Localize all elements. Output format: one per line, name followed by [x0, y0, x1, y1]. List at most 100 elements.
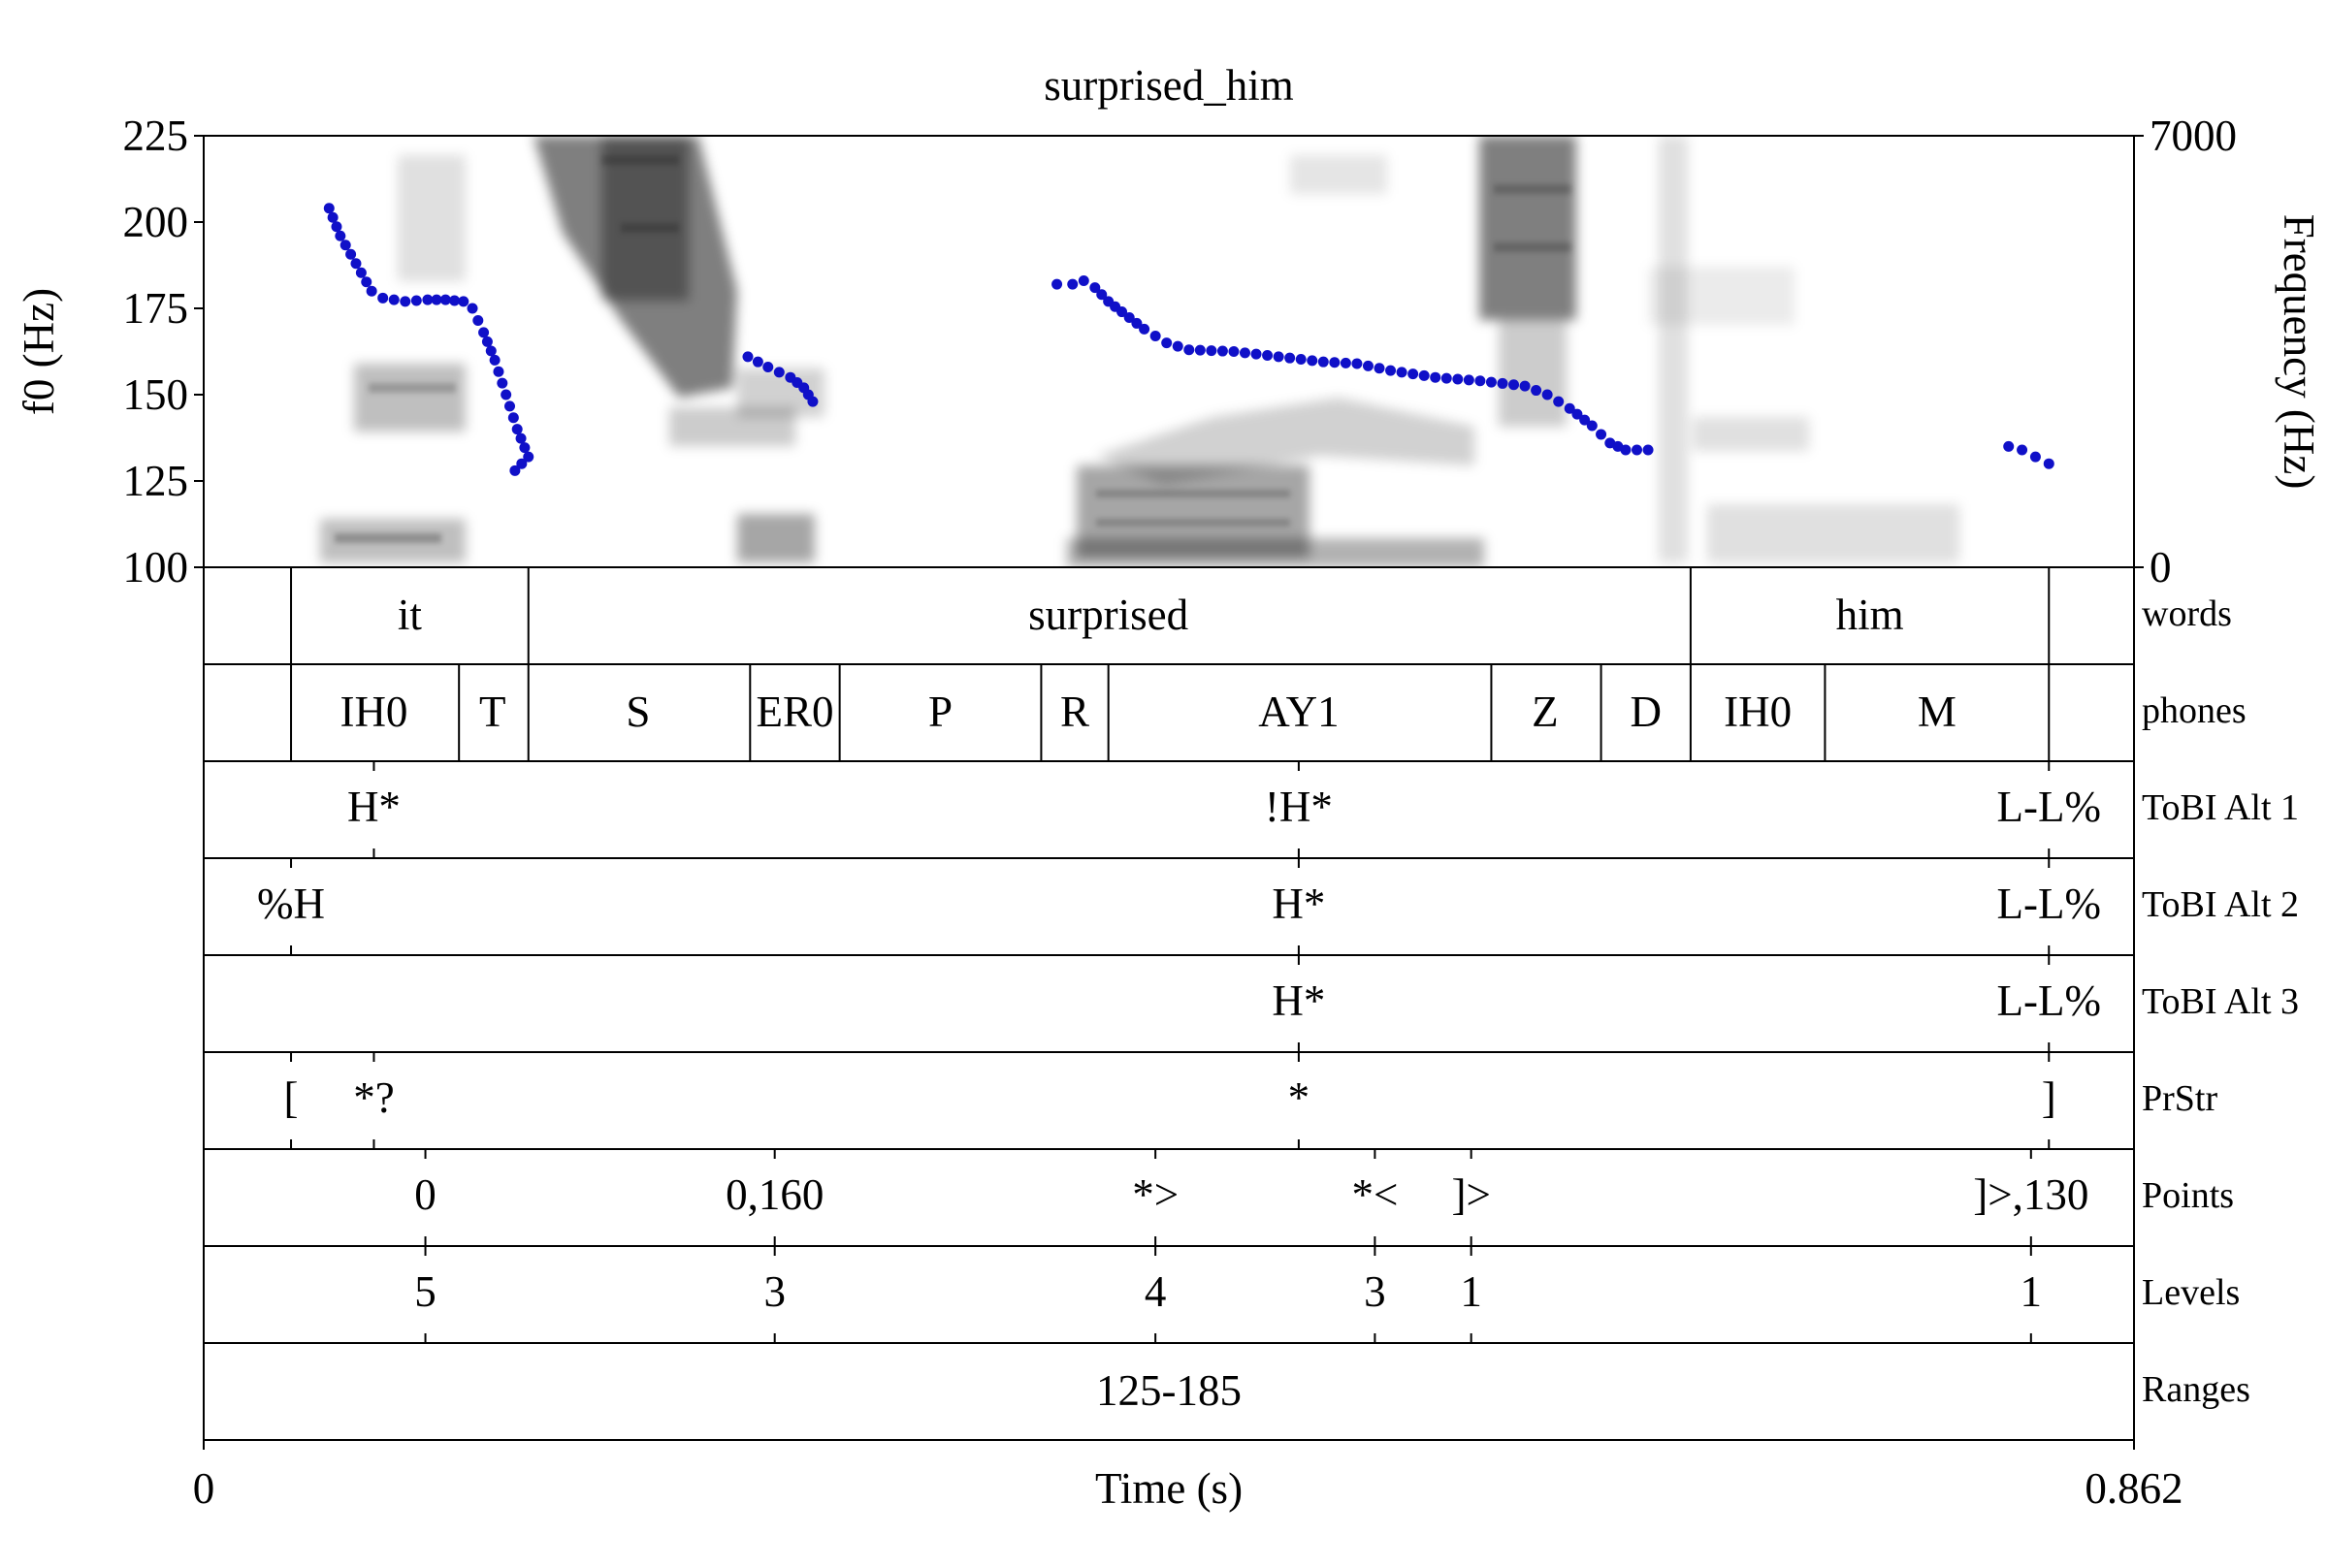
pitch-point	[1508, 379, 1520, 391]
y-tick-label: 125	[123, 457, 189, 505]
tier-points: Points 0 0,160 *> *<]>]>,130	[203, 1148, 2234, 1247]
interval-label: D	[1630, 688, 1662, 736]
pitch-point	[1216, 345, 1228, 357]
pitch-point	[1051, 278, 1063, 290]
point-label: L-L%	[1997, 783, 2101, 831]
point-label: 1	[1460, 1267, 1482, 1316]
interval-label: 125-185	[1096, 1366, 1242, 1415]
pitch-point	[481, 336, 493, 347]
interval-label: IH0	[1724, 688, 1792, 736]
tier-box	[203, 1051, 2135, 1150]
pitch-point	[422, 294, 434, 305]
pitch-point	[1149, 330, 1161, 341]
tier-name: phones	[2142, 690, 2247, 731]
pitch-point	[762, 362, 774, 373]
pitch-point	[1396, 367, 1407, 378]
pitch-point	[1067, 278, 1079, 290]
pitch-point	[1329, 357, 1341, 368]
pitch-point	[485, 345, 497, 357]
pitch-point	[2003, 440, 2015, 452]
x-axis-label: Time (s)	[1095, 1464, 1243, 1513]
pitch-point	[1620, 444, 1632, 456]
pitch-point	[1631, 444, 1642, 456]
pitch-point	[752, 356, 763, 368]
pitch-point	[1430, 371, 1441, 383]
pitch-point	[1123, 311, 1135, 323]
pitch-point	[2017, 444, 2028, 456]
point-label: [	[284, 1073, 299, 1122]
pitch-point	[340, 240, 351, 251]
spectrogram	[320, 136, 1959, 567]
point-label: H*	[347, 783, 401, 831]
y-tick-label: 175	[123, 284, 189, 333]
pitch-point	[1385, 365, 1397, 376]
pitch-point	[516, 458, 528, 469]
pitch-point	[489, 354, 501, 366]
pitch-point	[501, 389, 512, 400]
y2-tick-label: 7000	[2150, 112, 2237, 160]
pitch-point	[1139, 323, 1150, 335]
y-tick-label: 225	[123, 112, 189, 160]
y-tick-label: 150	[123, 370, 189, 419]
y-tick-label: 200	[123, 198, 189, 246]
tier-box	[203, 857, 2135, 956]
pitch-point	[345, 248, 357, 260]
x-tick-label: 0.862	[2085, 1464, 2182, 1513]
tier-box	[203, 760, 2135, 859]
point-label: !H*	[1265, 783, 1333, 831]
pitch-point	[515, 432, 527, 444]
pitch-point	[1340, 357, 1351, 368]
pitch-point	[1317, 356, 1329, 368]
pitch-point	[1564, 402, 1575, 414]
tier-tobi-alt-2: ToBI Alt 2 %H H* L-L%	[203, 857, 2299, 956]
pitch-point	[1474, 375, 1486, 387]
pitch-point	[1362, 360, 1374, 371]
pitch-point	[1586, 420, 1598, 432]
interval-label: T	[479, 688, 506, 736]
tier-name: ToBI Alt 3	[2142, 981, 2299, 1022]
point-label: L-L%	[1997, 976, 2101, 1025]
tier-name: words	[2142, 593, 2232, 634]
interval-label: surprised	[1028, 591, 1188, 639]
point-label: H*	[1272, 880, 1325, 928]
pitch-point	[1078, 275, 1089, 287]
pitch-point	[1206, 345, 1217, 357]
pitch-point	[366, 285, 377, 297]
tier-levels: Levels 5 3 4 3 1 1	[203, 1245, 2240, 1344]
pitch-point	[355, 267, 367, 278]
pitch-point	[493, 366, 504, 377]
pitch-point	[467, 303, 478, 314]
pitch-point	[1519, 380, 1531, 392]
tier-name: Levels	[2142, 1272, 2240, 1313]
tier-prstr: PrStr [*? *]	[203, 1051, 2217, 1150]
chart-title: surprised_him	[1044, 61, 1293, 110]
pitch-point	[2029, 451, 2041, 463]
tier-words: words it surprised him	[203, 566, 2232, 665]
point-label: %H	[257, 880, 325, 928]
point-label: ]	[2042, 1073, 2056, 1122]
pitch-point	[431, 294, 442, 305]
point-label: *?	[353, 1073, 394, 1122]
interval-label: it	[398, 591, 423, 639]
pitch-point	[323, 203, 335, 214]
pitch-point	[1273, 351, 1284, 363]
point-label: 1	[2021, 1267, 2043, 1316]
pitch-point	[1295, 354, 1307, 366]
pitch-point	[1642, 444, 1654, 456]
interval-label: ER0	[756, 688, 833, 736]
pitch-point	[1172, 340, 1183, 352]
pitch-point	[410, 295, 422, 306]
pitch-point	[388, 294, 400, 305]
point-label: 4	[1145, 1267, 1167, 1316]
interval-label: Z	[1532, 688, 1559, 736]
pitch-point	[511, 424, 523, 435]
point-label: 5	[414, 1267, 436, 1316]
tier-ranges: Ranges 125-185	[203, 1342, 2250, 1441]
pitch-point	[1096, 289, 1108, 301]
pitch-point	[439, 294, 451, 305]
pitch-point	[1262, 350, 1274, 362]
x-tick-label: 0	[193, 1464, 215, 1513]
tier-box	[203, 1342, 2135, 1441]
pitch-point	[1463, 374, 1474, 386]
